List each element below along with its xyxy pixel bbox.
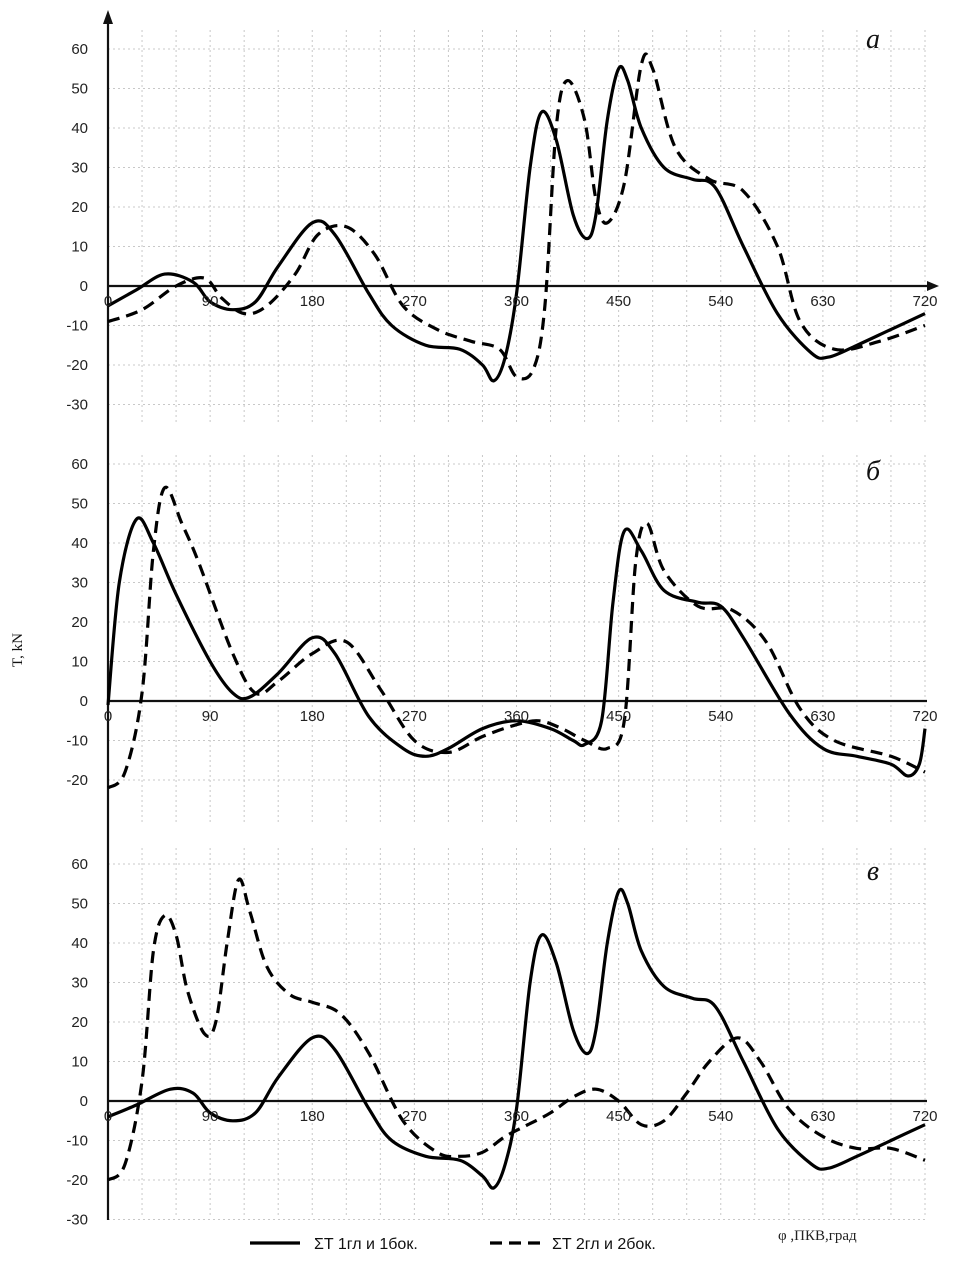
y-tick-label: 0 — [80, 1093, 88, 1110]
x-tick-label: 630 — [810, 293, 835, 310]
y-tick-label: 50 — [71, 896, 88, 913]
y-tick-label: 40 — [71, 535, 88, 552]
series-line-solid — [107, 887, 926, 1190]
y-tick-label: 30 — [71, 160, 88, 177]
panel-label: а — [866, 24, 880, 55]
y-tick-label: 60 — [71, 856, 88, 873]
legend-solid-label: ΣT 1гл и 1бок. — [314, 1236, 418, 1253]
x-tick-label: 360 — [504, 1108, 529, 1125]
x-tick-label: 450 — [606, 293, 631, 310]
y-tick-label: 60 — [71, 456, 88, 473]
y-tick-label: 40 — [71, 935, 88, 952]
x-tick-label: 720 — [912, 293, 937, 310]
grid-layer — [108, 30, 926, 1220]
y-tick-label: 10 — [71, 654, 88, 671]
y-tick-label: 20 — [71, 614, 88, 631]
x-tick-label: 360 — [504, 708, 529, 725]
x-axis-label: φ ,ПКВ,град — [778, 1228, 857, 1244]
axis-layer — [103, 10, 939, 1220]
x-tick-label: 630 — [810, 1108, 835, 1125]
y-tick-label: 0 — [80, 693, 88, 710]
x-tick-label: 180 — [300, 1108, 325, 1125]
series-line-solid — [107, 64, 926, 383]
y-tick-label: 10 — [71, 239, 88, 256]
tick-layer: -30 -20 -10 0 10 20 30 40 50 60 0 90 180 270 360 450 540… — [66, 24, 937, 1229]
y-tick-label: 30 — [71, 975, 88, 992]
y-tick-label: -10 — [66, 733, 88, 750]
x-tick-label: 270 — [402, 1108, 427, 1125]
y-tick-label: 0 — [80, 278, 88, 295]
y-tick-label: 40 — [71, 120, 88, 137]
panel-label: в — [867, 856, 879, 887]
x-tick-label: 0 — [104, 708, 112, 725]
series-line-dashed — [107, 52, 926, 381]
y-tick-label: -20 — [66, 772, 88, 789]
y-tick-label: -10 — [66, 1133, 88, 1150]
panel-label: б — [866, 456, 881, 487]
y-tick-label: 50 — [71, 496, 88, 513]
legend-dashed-label: ΣT 2гл и 2бок. — [552, 1236, 656, 1253]
y-tick-label: 20 — [71, 199, 88, 216]
x-tick-label: 90 — [202, 293, 219, 310]
y-tick-label: 20 — [71, 1014, 88, 1031]
x-tick-label: 540 — [708, 293, 733, 310]
y-tick-label: -30 — [66, 1212, 88, 1229]
x-tick-label: 360 — [504, 293, 529, 310]
y-tick-label: -10 — [66, 318, 88, 335]
x-axis-arrow-icon — [927, 281, 939, 291]
x-tick-label: 720 — [912, 1108, 937, 1125]
x-tick-label: 720 — [912, 708, 937, 725]
x-tick-label: 180 — [300, 708, 325, 725]
y-tick-label: 60 — [71, 41, 88, 58]
x-tick-label: 270 — [402, 708, 427, 725]
y-tick-label: -20 — [66, 1172, 88, 1189]
series-line-dashed — [106, 877, 926, 1182]
x-tick-label: 540 — [708, 708, 733, 725]
y-axis-label: T, kN — [10, 633, 26, 667]
x-tick-label: 450 — [606, 708, 631, 725]
y-tick-label: -30 — [66, 397, 88, 414]
x-tick-label: 0 — [104, 1108, 112, 1125]
y-axis-arrow-icon — [103, 10, 113, 24]
x-tick-label: 630 — [810, 708, 835, 725]
x-tick-label: 90 — [202, 708, 219, 725]
y-tick-label: 30 — [71, 575, 88, 592]
x-tick-label: 180 — [300, 293, 325, 310]
series-line-dashed — [106, 485, 926, 790]
y-tick-label: -20 — [66, 357, 88, 374]
x-tick-label: 90 — [202, 1108, 219, 1125]
series-line-solid — [106, 516, 927, 778]
x-tick-label: 0 — [104, 293, 112, 310]
y-tick-label: 10 — [71, 1054, 88, 1071]
x-tick-label: 450 — [606, 1108, 631, 1125]
y-tick-label: 50 — [71, 81, 88, 98]
series-layer — [106, 52, 927, 1190]
x-tick-label: 540 — [708, 1108, 733, 1125]
legend: ΣT 1гл и 1бок. ΣT 2гл и 2бок. — [250, 1236, 656, 1253]
x-tick-label: 270 — [402, 293, 427, 310]
